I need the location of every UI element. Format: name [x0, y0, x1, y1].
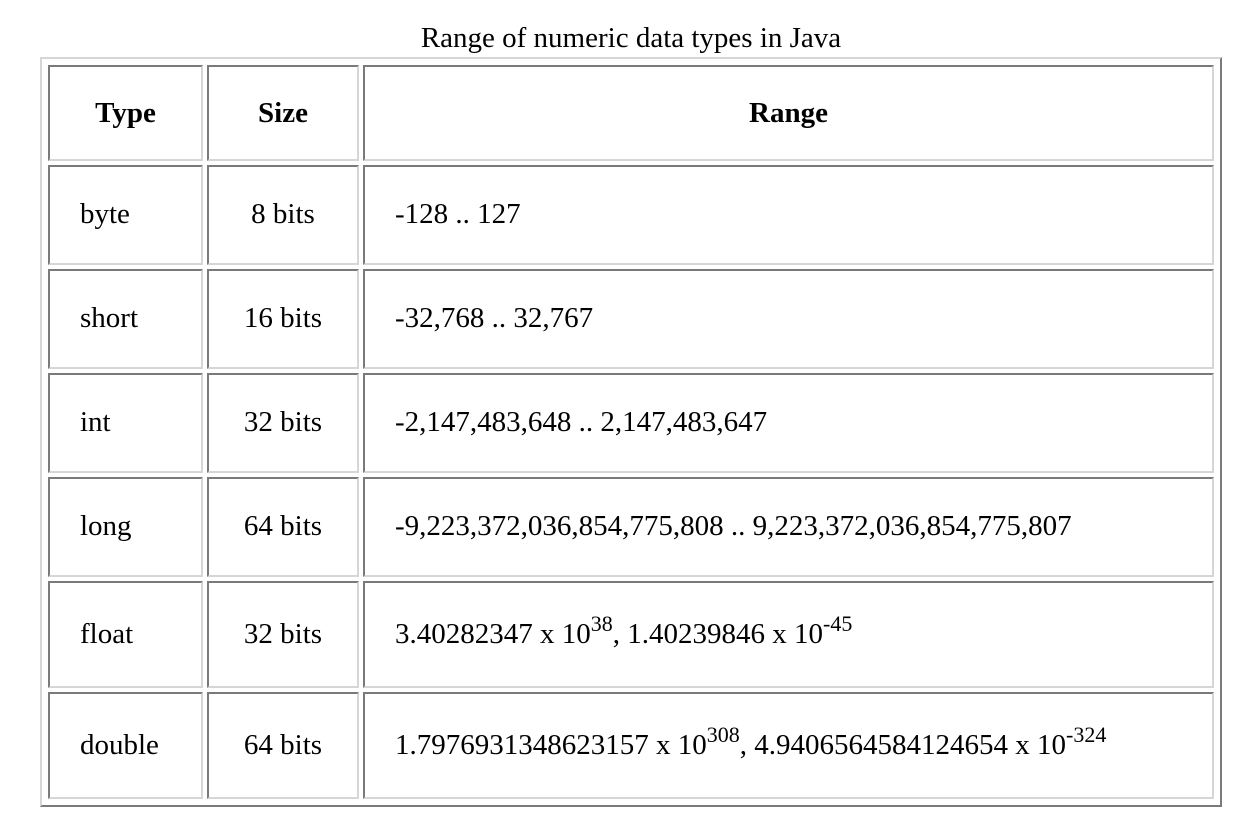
type-cell: byte: [48, 165, 203, 265]
range-min-mantissa: 4.9406564584124654 x 10: [754, 728, 1066, 761]
table-row: short 16 bits -32,768 .. 32,767: [48, 268, 1214, 369]
header-size: Size: [207, 65, 359, 161]
header-range: Range: [363, 65, 1214, 161]
range-max-exponent: 38: [590, 610, 613, 636]
size-cell: 16 bits: [207, 268, 359, 369]
size-cell: 64 bits: [207, 691, 359, 799]
size-cell: 64 bits: [207, 476, 359, 577]
type-cell: short: [48, 268, 203, 369]
header-row: Type Size Range: [48, 65, 1214, 161]
range-cell: -128 .. 127: [363, 165, 1214, 265]
data-types-table: Type Size Range byte 8 bits -128 .. 127 …: [44, 61, 1218, 803]
range-min-mantissa: 1.40239846 x 10: [627, 617, 823, 650]
range-max-mantissa: 3.40282347 x 10: [395, 617, 591, 650]
table-row: long 64 bits -9,223,372,036,854,775,808 …: [48, 476, 1214, 577]
table-row: float 32 bits 3.40282347 x 1038, 1.40239…: [48, 580, 1214, 688]
table-row: byte 8 bits -128 .. 127: [48, 165, 1214, 265]
range-separator: ,: [612, 617, 628, 650]
data-types-table-frame: Type Size Range byte 8 bits -128 .. 127 …: [40, 57, 1222, 807]
type-cell: long: [48, 476, 203, 577]
table-row: int 32 bits -2,147,483,648 .. 2,147,483,…: [48, 372, 1214, 473]
range-cell: 3.40282347 x 1038, 1.40239846 x 10-45: [363, 580, 1214, 688]
range-min-exponent: -324: [1066, 721, 1107, 747]
range-cell: -32,768 .. 32,767: [363, 268, 1214, 369]
range-max-mantissa: 1.7976931348623157 x 10: [395, 728, 707, 761]
range-min-exponent: -45: [823, 610, 853, 636]
type-cell: double: [48, 691, 203, 799]
range-separator: ,: [739, 728, 755, 761]
size-cell: 8 bits: [207, 165, 359, 265]
range-max-exponent: 308: [706, 721, 740, 747]
type-cell: float: [48, 580, 203, 688]
range-cell: -9,223,372,036,854,775,808 .. 9,223,372,…: [363, 476, 1214, 577]
size-cell: 32 bits: [207, 580, 359, 688]
type-cell: int: [48, 372, 203, 473]
table-caption: Range of numeric data types in Java: [420, 22, 842, 54]
table-row: double 64 bits 1.7976931348623157 x 1030…: [48, 691, 1214, 799]
size-cell: 32 bits: [207, 372, 359, 473]
range-cell: 1.7976931348623157 x 10308, 4.9406564584…: [363, 691, 1214, 799]
header-type: Type: [48, 65, 203, 161]
range-cell: -2,147,483,648 .. 2,147,483,647: [363, 372, 1214, 473]
